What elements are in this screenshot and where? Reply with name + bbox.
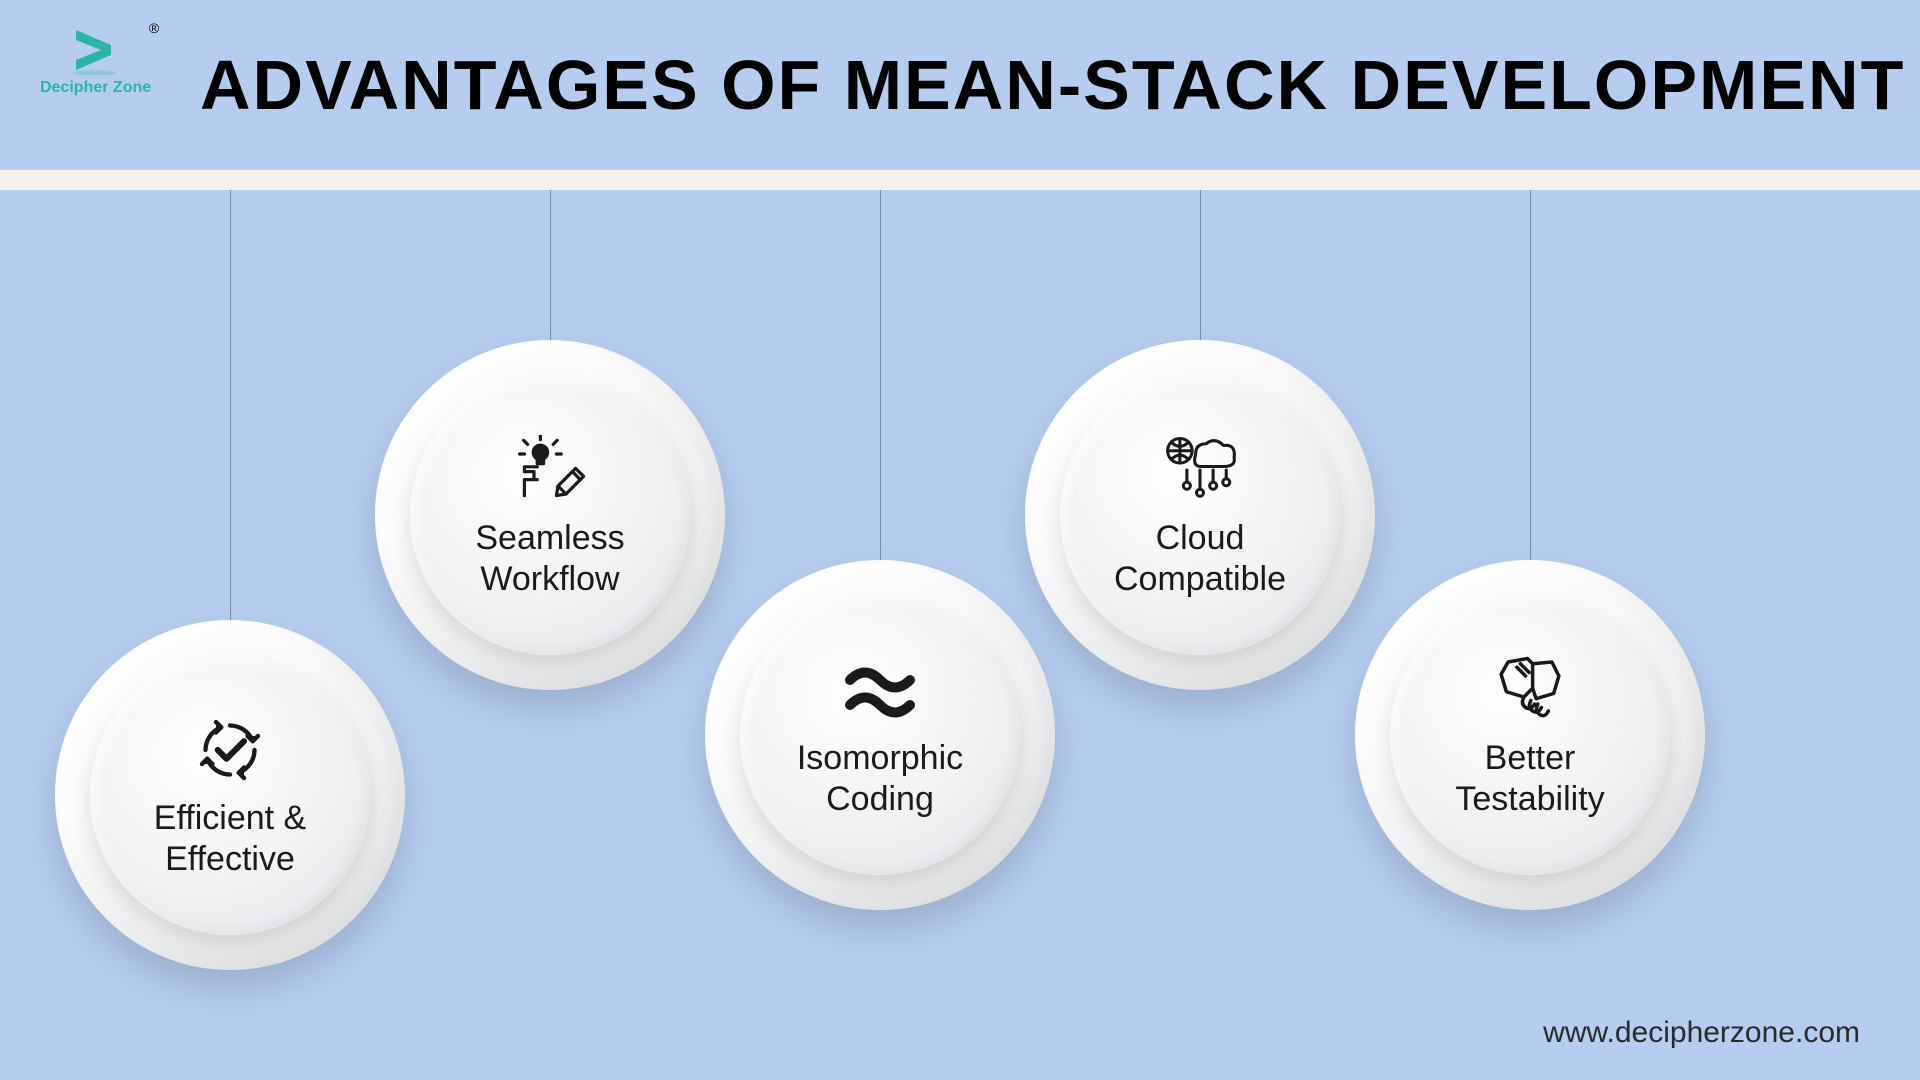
bubble-label-line: Isomorphic bbox=[797, 738, 963, 779]
registered-mark: ® bbox=[149, 20, 159, 36]
bubble-label-line: Workflow bbox=[475, 559, 624, 600]
checkmark-cycle-icon bbox=[190, 710, 270, 790]
hanger-line bbox=[1530, 190, 1531, 560]
bubble-label: IsomorphicCoding bbox=[777, 738, 983, 820]
handshake-icon bbox=[1490, 650, 1570, 730]
hanger-line bbox=[230, 190, 231, 620]
bubble-label-line: Better bbox=[1455, 738, 1604, 779]
logo: ® Decipher Zone bbox=[40, 25, 151, 97]
bubble-label: BetterTestability bbox=[1435, 738, 1624, 820]
bubble-testability: BetterTestability bbox=[1390, 595, 1670, 875]
bubble-label-line: Compatible bbox=[1114, 559, 1286, 600]
bubble-label: SeamlessWorkflow bbox=[455, 518, 644, 600]
bubble-label-line: Cloud bbox=[1114, 518, 1286, 559]
page-title: ADVANTAGES OF MEAN-STACK DEVELOPMENT bbox=[200, 45, 1905, 125]
idea-pencil-icon bbox=[510, 430, 590, 510]
logo-mark-icon bbox=[66, 25, 126, 75]
bubble-label: Efficient &Effective bbox=[134, 798, 326, 880]
hanger-line bbox=[880, 190, 881, 560]
content-area: Efficient &Effective SeamlessWorkflow Isom… bbox=[0, 190, 1920, 1040]
bubble-label-line: Effective bbox=[154, 839, 306, 880]
logo-text: Decipher Zone bbox=[40, 79, 151, 97]
bubble-label-line: Efficient & bbox=[154, 798, 306, 839]
bubble-label-line: Seamless bbox=[475, 518, 624, 559]
approx-icon bbox=[840, 650, 920, 730]
hanger-line bbox=[550, 190, 551, 340]
divider bbox=[0, 170, 1920, 190]
bubble-label-line: Testability bbox=[1455, 779, 1604, 820]
bubble-cloud: CloudCompatible bbox=[1060, 375, 1340, 655]
footer-url: www.decipherzone.com bbox=[1543, 1016, 1860, 1050]
cloud-network-icon bbox=[1160, 430, 1240, 510]
bubble-label-line: Coding bbox=[797, 779, 963, 820]
header: ® Decipher Zone ADVANTAGES OF MEAN-STACK… bbox=[0, 0, 1920, 170]
hanger-line bbox=[1200, 190, 1201, 340]
bubble-seamless: SeamlessWorkflow bbox=[410, 375, 690, 655]
bubble-label: CloudCompatible bbox=[1094, 518, 1306, 600]
bubble-isomorphic: IsomorphicCoding bbox=[740, 595, 1020, 875]
bubble-efficient: Efficient &Effective bbox=[90, 655, 370, 935]
